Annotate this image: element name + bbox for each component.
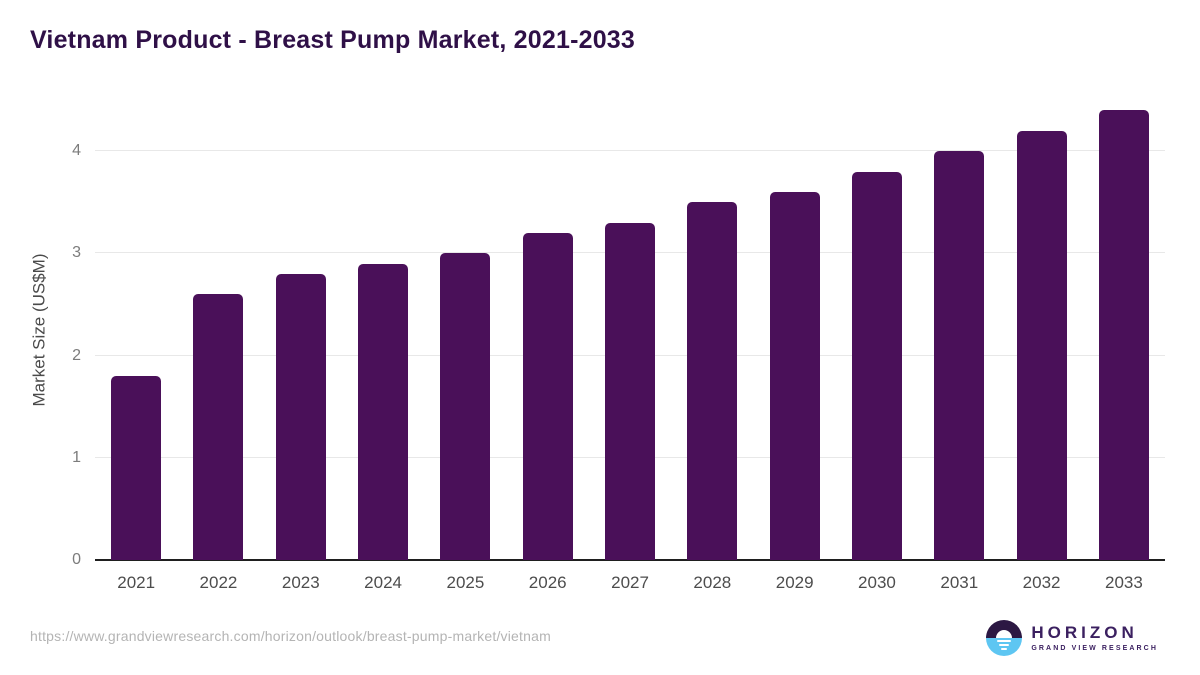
- bar-2026: [522, 232, 573, 560]
- x-tick-label-2023: 2023: [281, 573, 320, 592]
- horizon-logo-icon: [986, 620, 1023, 656]
- bar-slot-2021: 2021: [95, 100, 177, 592]
- bar-2028: [687, 202, 738, 560]
- bar-slot-2031: 2031: [918, 100, 1000, 592]
- logo-text: HORIZON GRAND VIEW RESEARCH: [1031, 623, 1158, 652]
- bar-slot-2023: 2023: [260, 100, 342, 592]
- bar-slot-2028: 2028: [671, 100, 753, 592]
- bar-slot-2033: 2033: [1083, 100, 1165, 592]
- x-tick-label-2027: 2027: [611, 573, 649, 592]
- bar-slot-2024: 2024: [342, 100, 424, 592]
- y-tick-label-1: 1: [72, 448, 81, 466]
- x-tick-label-2033: 2033: [1104, 573, 1143, 592]
- bar-slot-2022: 2022: [177, 100, 259, 592]
- x-tick-label-2029: 2029: [775, 573, 814, 592]
- y-tick-label-3: 3: [72, 244, 81, 262]
- y-tick-label-2: 2: [72, 346, 81, 364]
- gridline-y4: [95, 150, 1165, 152]
- plot-area: 2021 2022 2023 2024 2025 2026 2027 2028 2029 2030…: [72, 100, 1165, 592]
- chart-title: Vietnam Product - Breast Pump Market, 20…: [30, 26, 636, 54]
- y-tick-label-0: 0: [72, 551, 81, 568]
- bar-2027: [605, 222, 656, 560]
- bar-2032: [1016, 130, 1067, 560]
- bar-slot-2025: 2025: [424, 100, 506, 592]
- bar-2025: [440, 253, 491, 560]
- logo-name: HORIZON: [1031, 623, 1138, 643]
- bar-slot-2026: 2026: [507, 100, 589, 592]
- x-tick-label-2026: 2026: [528, 573, 567, 592]
- x-tick-label-2028: 2028: [693, 573, 732, 592]
- y-axis-title-text: Market Size (US$M): [30, 253, 49, 407]
- sun-icon: [996, 630, 1013, 638]
- x-tick-label-2022: 2022: [199, 573, 238, 592]
- bar-2021: [111, 376, 162, 560]
- bar-2031: [934, 151, 985, 560]
- x-tick-label-2030: 2030: [858, 573, 896, 592]
- x-axis-line: [95, 559, 1165, 561]
- bar-2030: [851, 171, 902, 560]
- bar-slot-2029: 2029: [754, 100, 836, 592]
- bar-slot-2030: 2030: [836, 100, 918, 592]
- bar-2029: [769, 192, 820, 560]
- x-tick-label-2024: 2024: [364, 573, 403, 592]
- bar-2024: [358, 263, 409, 560]
- x-tick-label-2031: 2031: [940, 573, 979, 592]
- x-tick-label-2032: 2032: [1022, 573, 1061, 592]
- bar-2023: [275, 273, 326, 560]
- bar-2022: [193, 294, 244, 560]
- y-axis-title: Market Size (US$M): [30, 100, 50, 560]
- bar-slot-2032: 2032: [1000, 100, 1082, 592]
- bar-2033: [1098, 110, 1149, 560]
- logo-subtitle: GRAND VIEW RESEARCH: [1031, 644, 1158, 652]
- bar-slot-2027: 2027: [589, 100, 671, 592]
- source-url: https://www.grandviewresearch.com/horizo…: [30, 628, 551, 644]
- x-tick-label-2025: 2025: [446, 573, 485, 592]
- x-tick-label-2021: 2021: [117, 573, 156, 592]
- horizon-logo: HORIZON GRAND VIEW RESEARCH: [986, 618, 1158, 658]
- bar-row: 2021 2022 2023 2024 2025 2026 2027 2028 2029 2030…: [95, 100, 1165, 592]
- y-tick-label-4: 4: [72, 142, 81, 160]
